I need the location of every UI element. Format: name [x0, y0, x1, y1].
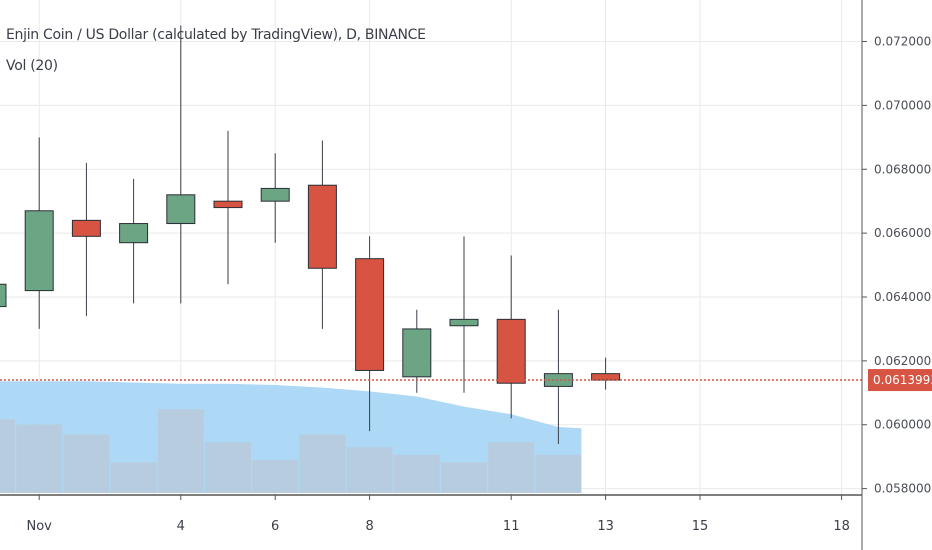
volume-bar: [252, 459, 299, 493]
volume-bar: [299, 434, 346, 493]
candle-body: [307, 184, 337, 269]
candle-body: [71, 219, 101, 237]
chart-title[interactable]: Enjin Coin / US Dollar (calculated by Tr…: [6, 27, 426, 43]
candle-body: [496, 318, 526, 384]
candle-body: [119, 223, 149, 244]
x-tick-label: 11: [503, 519, 520, 534]
volume-pane: [0, 381, 582, 493]
candle-body: [449, 318, 479, 327]
y-tick-label: 0.0580000: [874, 482, 932, 496]
candle-body: [0, 283, 7, 308]
x-tick-label: 18: [833, 519, 850, 534]
last-price-line: 0.0613993: [0, 369, 932, 392]
volume-bar: [346, 447, 393, 493]
x-tick-label: 13: [597, 519, 614, 534]
volume-bar: [393, 454, 440, 493]
candle-body: [213, 200, 243, 209]
x-tick-label: 4: [177, 519, 185, 534]
x-tick-label: 15: [692, 519, 709, 534]
candle-body: [260, 187, 290, 202]
volume-bar: [441, 462, 487, 493]
candle-body: [355, 258, 385, 371]
volume-bar: [110, 462, 157, 493]
last-price-text: 0.0613993: [873, 373, 932, 387]
volume-bar: [16, 424, 63, 493]
volume-bar: [535, 454, 582, 493]
candle-body: [402, 328, 432, 378]
last-price-badge: [868, 369, 932, 392]
volume-bar: [63, 434, 110, 493]
candles: [0, 25, 621, 444]
volume-bar: [0, 419, 15, 493]
volume-bar: [205, 442, 251, 493]
volume-bar: [488, 442, 535, 493]
x-tick-label: Nov: [27, 519, 53, 534]
volume-indicator-label[interactable]: Vol (20): [6, 58, 58, 74]
x-tick-label: 6: [271, 519, 279, 534]
candle-body: [591, 373, 621, 381]
volume-bar: [157, 409, 204, 493]
x-tick-label: 8: [365, 519, 373, 534]
candle-body: [166, 194, 196, 225]
candle-body: [24, 210, 54, 292]
